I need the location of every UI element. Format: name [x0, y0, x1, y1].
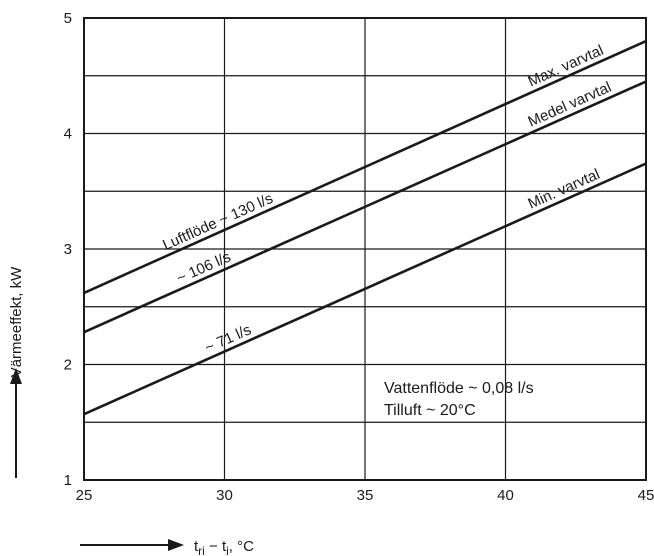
x-axis-label-group: tri − ti, °C — [80, 538, 254, 556]
y-tick-label: 5 — [64, 10, 72, 27]
series-line — [83, 80, 647, 334]
plot-frame — [83, 17, 647, 481]
series-line — [83, 39, 647, 295]
series-name-label: Max. varvtal — [525, 42, 606, 91]
y-axis-label-group: Värmeeffekt, kW — [8, 266, 25, 478]
y-axis-label: Värmeeffekt, kW — [8, 266, 25, 377]
y-tick-label: 4 — [64, 126, 72, 143]
series-flow-label: ~ 71 l/s — [202, 321, 253, 356]
series-line — [83, 162, 647, 416]
x-tick-label: 40 — [497, 487, 514, 504]
x-tick-label: 30 — [216, 487, 233, 504]
y-tick-label: 1 — [64, 472, 72, 489]
annotation-supply-air: Tilluft ~ 20°C — [384, 402, 476, 419]
series-lines — [83, 39, 647, 416]
grid — [84, 18, 646, 480]
x-tick-label: 35 — [357, 487, 374, 504]
y-tick-label: 3 — [64, 241, 72, 258]
annotation-water-flow: Vattenflöde ~ 0,08 l/s — [384, 380, 534, 397]
y-axis-arrowhead — [10, 368, 22, 384]
series-flow-label: Luftflöde ~ 130 l/s — [160, 190, 275, 254]
x-axis-label: tri − ti, °C — [194, 538, 254, 556]
x-axis-arrowhead — [168, 539, 184, 551]
x-tick-label: 25 — [76, 487, 93, 504]
y-tick-label: 2 — [64, 357, 72, 374]
x-tick-label: 45 — [638, 487, 654, 504]
